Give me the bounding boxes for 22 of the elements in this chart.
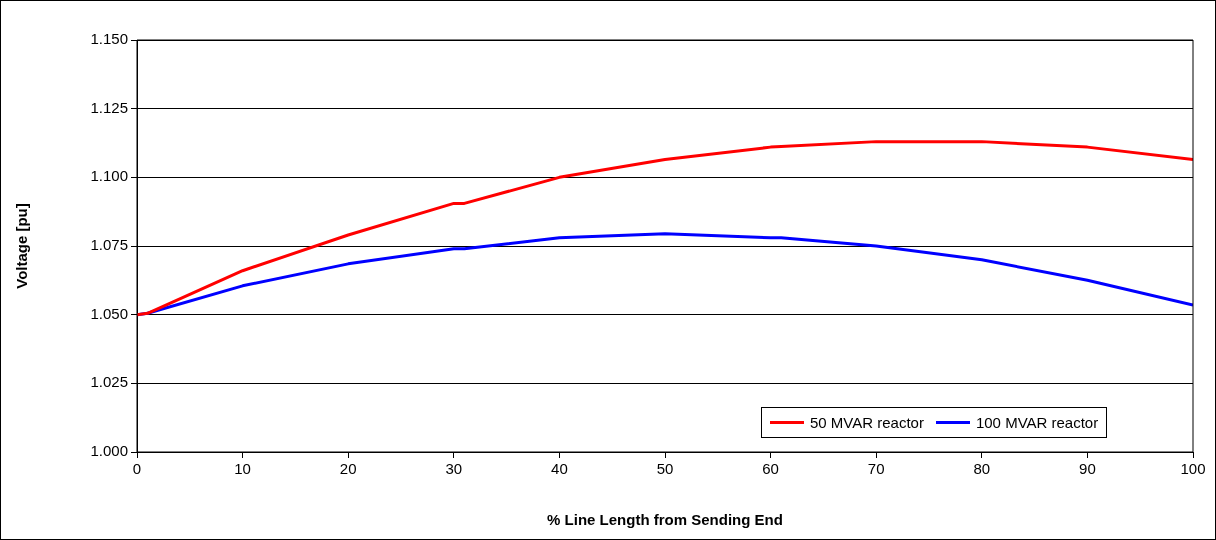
x-tick-label: 60 bbox=[762, 460, 779, 478]
x-tick-label: 20 bbox=[339, 460, 357, 478]
x-tick-label: 40 bbox=[551, 460, 568, 478]
x-tick-label: 10 bbox=[234, 460, 251, 478]
y-tick-label: 1.125 bbox=[90, 98, 128, 116]
y-tick-label: 1.075 bbox=[90, 236, 128, 254]
y-tick-label: 1.000 bbox=[90, 442, 128, 460]
y-tick-label: 1.100 bbox=[90, 167, 128, 185]
x-tick-label: 0 bbox=[132, 460, 142, 478]
x-tick-label: 80 bbox=[973, 460, 991, 478]
x-tick-label: 30 bbox=[445, 460, 463, 478]
x-tick-label: 70 bbox=[867, 460, 885, 478]
legend-label: 50 MVAR reactor bbox=[810, 414, 924, 431]
y-tick-label: 1.150 bbox=[90, 30, 128, 48]
legend-label: 100 MVAR reactor bbox=[975, 414, 1099, 431]
y-axis-title: Voltage [pu] bbox=[13, 203, 31, 289]
x-axis-title: % Line Length from Sending End bbox=[547, 511, 783, 529]
x-tick-label: 90 bbox=[1079, 460, 1096, 478]
x-tick-label: 100 bbox=[1180, 460, 1206, 478]
y-tick-label: 1.050 bbox=[90, 304, 128, 322]
x-tick-label: 50 bbox=[656, 460, 674, 478]
y-tick-label: 1.025 bbox=[90, 373, 128, 391]
